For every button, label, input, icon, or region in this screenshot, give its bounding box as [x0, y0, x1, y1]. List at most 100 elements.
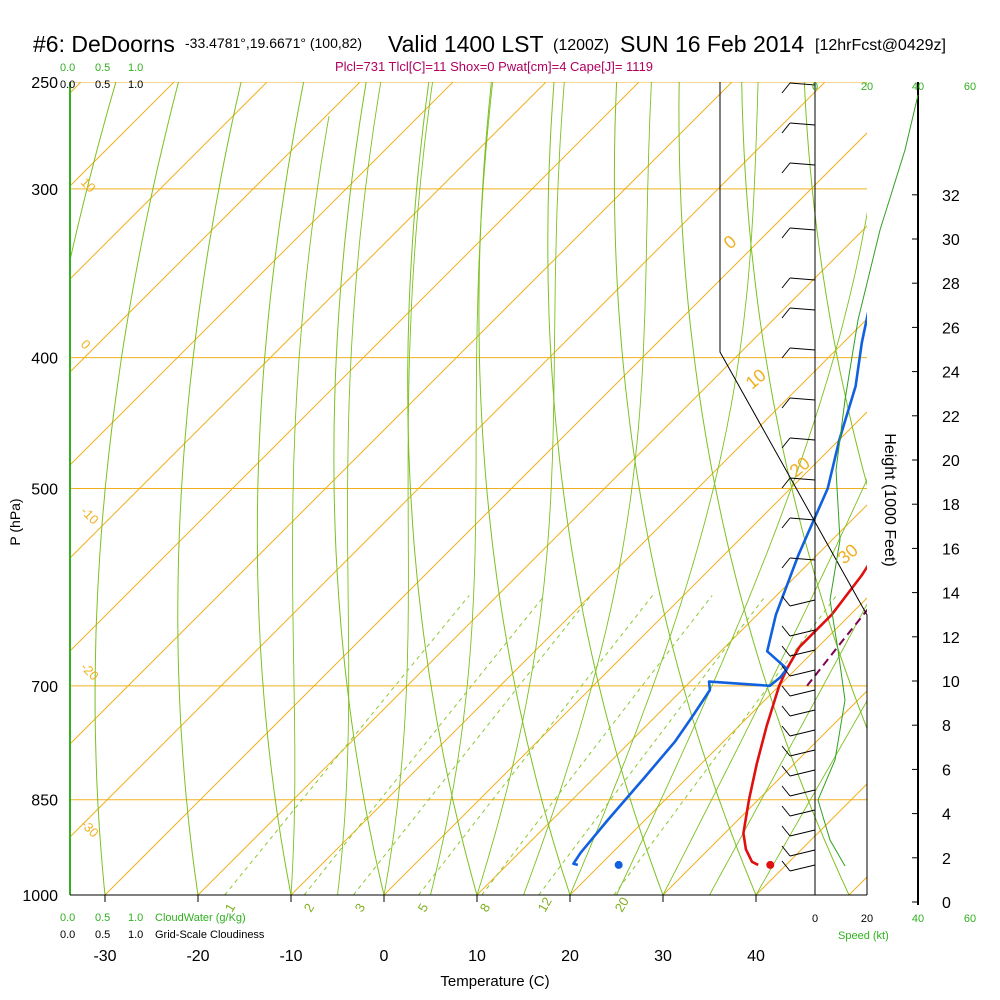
- wind-barb: [781, 705, 816, 717]
- height-tick-10: 10: [942, 674, 960, 691]
- dry-adiabat-90: [930, 82, 1000, 895]
- dry-adiabat-label-2: -10: [78, 504, 102, 528]
- wind-barb-shaft: [789, 864, 816, 872]
- wind-barb-shaft: [789, 769, 816, 777]
- mixing-ratio-5: [418, 595, 653, 895]
- temp-tick-0: 0: [380, 948, 389, 965]
- pressure-tick-400: 400: [31, 351, 58, 368]
- moist-adiabat-5: [430, 82, 494, 895]
- pressure-tick-700: 700: [31, 679, 58, 696]
- height-axis-title: Height (1000 Feet): [881, 433, 898, 566]
- cloud-bottom-black-1: 0.5: [95, 929, 110, 941]
- mixing-ratio-2: [303, 595, 545, 895]
- height-tick-2: 2: [942, 851, 951, 868]
- isotherm--10: [290, 318, 867, 895]
- parcel-indices: Plcl=731 Tlcl[C]=11 Shox=0 Pwat[cm]=4 Ca…: [335, 59, 653, 74]
- wind-barb: [781, 685, 816, 697]
- cloud-bottom-green-0: 0.0: [60, 912, 75, 924]
- height-tick-14: 14: [942, 586, 960, 603]
- y-axis-title: P (hPa): [7, 498, 23, 545]
- height-tick-6: 6: [942, 762, 951, 779]
- dry-adiabat-0: [333, 82, 385, 895]
- isotherm--50: [70, 82, 733, 745]
- wind-barb: [781, 625, 816, 637]
- height-tick-32: 32: [942, 188, 960, 205]
- wind-barb: [781, 595, 816, 607]
- wind-barb-flag: [781, 745, 791, 757]
- mixing-ratio-8: [481, 595, 713, 895]
- wind-barb-shaft: [789, 347, 816, 351]
- isotherm--100: [70, 82, 268, 280]
- wind-barb-shaft: [789, 162, 816, 166]
- wind-barb-flag: [781, 765, 791, 777]
- wind-barb-flag: [781, 557, 791, 569]
- dry-adiabat-20: [478, 82, 571, 895]
- cloud-scale-black-2: 1.0: [128, 79, 143, 91]
- temp-tick--10: -10: [279, 948, 302, 965]
- isotherm--80: [70, 82, 454, 466]
- wind-barb-flag: [781, 437, 791, 449]
- dry-adiabat-70: [803, 82, 867, 487]
- isotherm-30: [662, 690, 867, 895]
- dry-adiabat-30: [547, 82, 664, 895]
- cloud-scale-green-0: 0.0: [60, 62, 75, 74]
- height-tick-20: 20: [942, 453, 960, 470]
- mixing-ratio-20: [613, 595, 837, 895]
- wind-speed-label: Speed (kt): [838, 930, 889, 942]
- wind-bottom-20: 20: [861, 913, 873, 925]
- sounding-lines: [572, 311, 867, 869]
- isotherm--70: [70, 82, 547, 559]
- wind-barb-flag: [781, 685, 791, 697]
- mixing-ratio-label-6: 20: [612, 894, 632, 914]
- station-title: #6: DeDoorns: [33, 31, 175, 57]
- wind-barb-shaft: [789, 649, 816, 657]
- isotherm--20: [197, 225, 867, 895]
- moist-adiabat-15: [523, 82, 652, 895]
- wind-top-0: 0: [812, 81, 818, 93]
- pressure-tick-300: 300: [31, 182, 58, 199]
- wind-barb-shaft: [789, 517, 816, 521]
- height-tick-8: 8: [942, 718, 951, 735]
- height-tick-26: 26: [942, 320, 960, 337]
- wind-barb-shaft: [789, 809, 816, 817]
- wind-barb-shaft: [789, 397, 816, 401]
- wind-barb-flag: [781, 307, 791, 319]
- wind-barb-shaft: [789, 477, 816, 481]
- wind-barb: [781, 765, 816, 777]
- wind-barb-shaft: [789, 82, 816, 86]
- moist-adiabat-25: [616, 211, 867, 895]
- cloud-bottom-black-2: 1.0: [128, 929, 143, 941]
- height-tick-22: 22: [942, 409, 960, 426]
- isotherm-10: [476, 504, 867, 895]
- surface-dewpoint-point: [614, 860, 623, 869]
- valid-time: Valid 1400 LST: [388, 31, 544, 57]
- wind-barb: [781, 122, 816, 134]
- wind-barb-shaft: [789, 749, 816, 757]
- wind-barb-flag: [781, 860, 791, 872]
- wind-top-40: 40: [912, 81, 924, 93]
- mixing-ratio-1: [224, 595, 470, 895]
- moist-adiabat--10: [290, 116, 330, 895]
- isotherm-0: [383, 411, 867, 895]
- pressure-tick-250: 250: [31, 75, 58, 92]
- wind-barb: [781, 82, 816, 94]
- temperature-line: [742, 564, 867, 867]
- wind-barb-flag: [781, 705, 791, 717]
- wind-barb: [781, 347, 816, 359]
- mixing-ratio-12: [538, 595, 767, 895]
- wind-top-60: 60: [964, 81, 976, 93]
- cloud-scale-green-1: 0.5: [95, 62, 110, 74]
- temp-tick-10: 10: [468, 948, 486, 965]
- wind-barb-flag: [781, 277, 791, 289]
- wind-barb-shaft: [789, 629, 816, 637]
- dry-adiabat--10: [256, 82, 305, 895]
- wind-speed-line: [817, 94, 919, 867]
- surface-temperature-point: [766, 860, 775, 869]
- moist-adiabat-0: [383, 82, 434, 895]
- cloud-bottom-green-2: 1.0: [128, 912, 143, 924]
- wind-barb: [781, 227, 816, 239]
- wind-barb-flag: [781, 397, 791, 409]
- height-tick-28: 28: [942, 276, 960, 293]
